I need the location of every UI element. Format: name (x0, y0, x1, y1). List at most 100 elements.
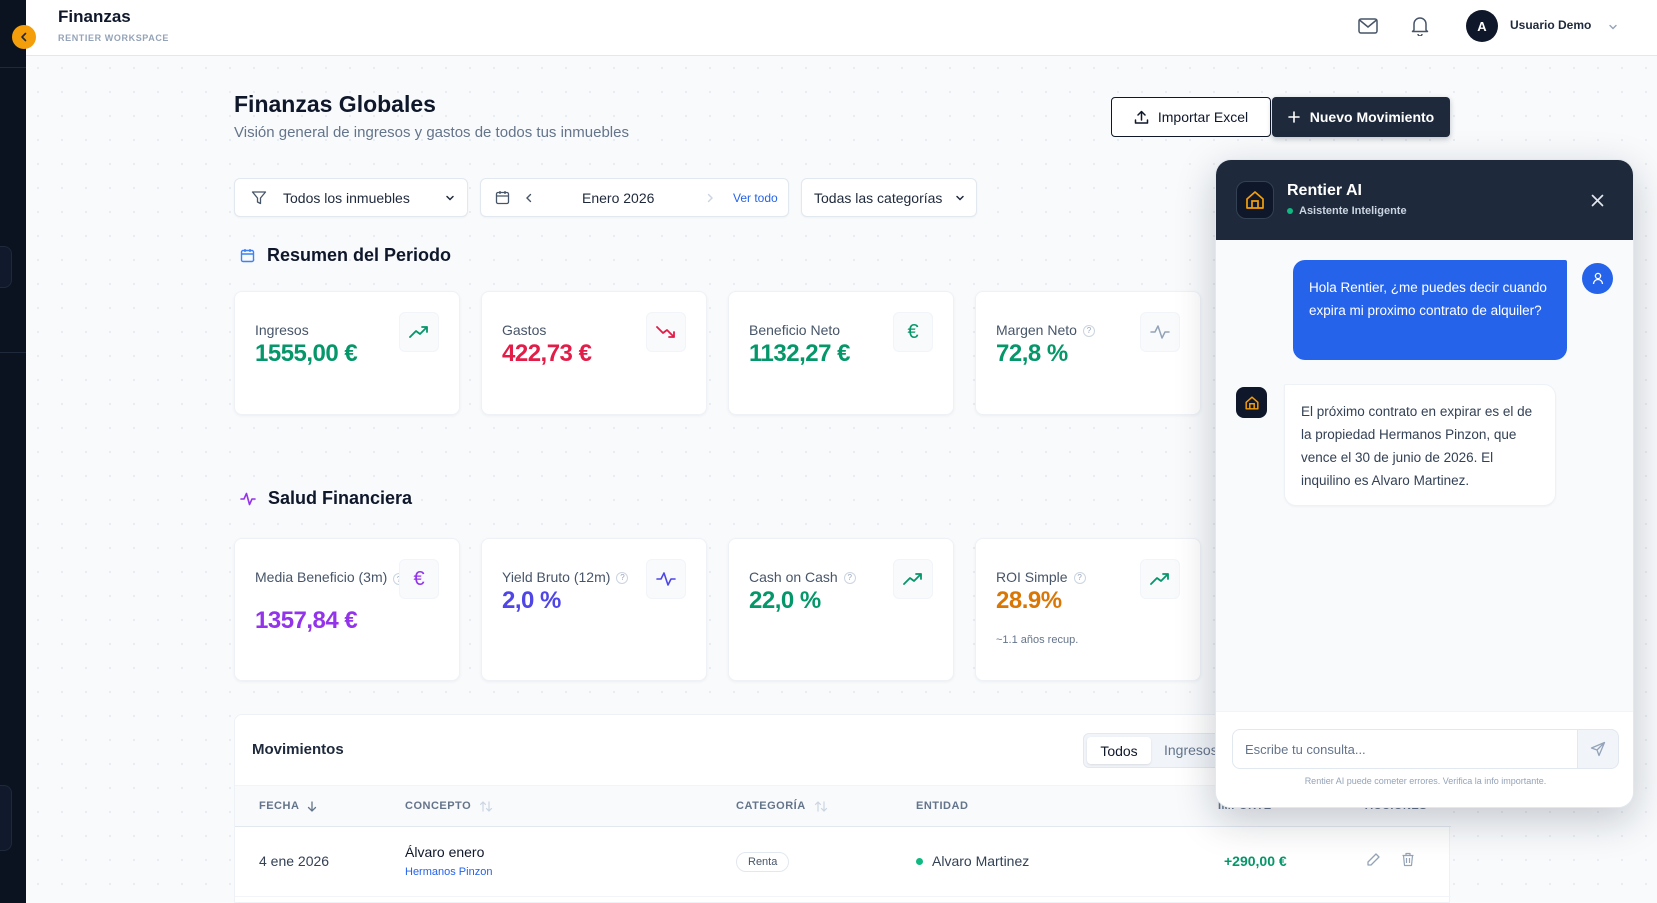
mail-button[interactable] (1356, 14, 1380, 38)
chevron-right-icon (707, 193, 713, 203)
avg-profit-card: Media Beneficio (3m) ? 1357,84 € € (234, 538, 460, 681)
card-label-text: ROI Simple (996, 569, 1068, 585)
notifications-button[interactable] (1408, 14, 1432, 38)
activity-icon (1150, 325, 1170, 339)
previous-month-button[interactable] (524, 193, 534, 203)
ai-chat-panel: Rentier AI Asistente Inteligente Hola Re… (1215, 159, 1634, 808)
row-property-link[interactable]: Hermanos Pinzon (405, 866, 493, 878)
next-month-button[interactable] (705, 193, 715, 203)
column-label: CONCEPTO (405, 800, 472, 812)
card-icon-box (646, 312, 686, 352)
activity-icon (656, 572, 676, 586)
card-icon-box (893, 559, 933, 599)
category-badge: Renta (736, 852, 790, 872)
delete-button[interactable] (1401, 852, 1415, 870)
help-icon[interactable]: ? (616, 572, 629, 584)
chevron-down-icon (446, 195, 454, 201)
chat-status-text: Asistente Inteligente (1299, 205, 1407, 217)
trending-down-icon (656, 326, 675, 338)
house-icon (1246, 191, 1264, 209)
column-entity: ENTIDAD (916, 800, 968, 812)
card-label: Beneficio Neto (749, 322, 841, 338)
row-entity: Alvaro Martinez (916, 853, 1029, 869)
card-icon-box (1140, 559, 1180, 599)
summary-title: Resumen del Periodo (267, 245, 452, 265)
filter-icon (251, 190, 267, 204)
card-label: ROI Simple? (996, 567, 1086, 587)
net-profit-card: Beneficio Neto 1132,27 € € (728, 291, 954, 415)
card-value: 22,0 % (749, 587, 821, 614)
card-label-text: Yield Bruto (12m) (502, 569, 611, 585)
mail-icon (1358, 18, 1378, 34)
health-section-header: Salud Financiera (240, 488, 412, 509)
new-movement-button[interactable]: Nuevo Movimiento (1272, 97, 1450, 137)
calendar-icon (240, 249, 255, 263)
chat-messages: Hola Rentier, ¿me puedes decir cuando ex… (1216, 240, 1633, 711)
tab-all[interactable]: Todos (1087, 737, 1151, 764)
chat-title: Rentier AI (1287, 182, 1362, 199)
activity-icon (240, 492, 256, 505)
house-icon (1244, 395, 1259, 410)
euro-icon: € (893, 312, 933, 352)
category-filter-value: Todas las categorías (814, 189, 943, 206)
trash-icon (1402, 852, 1414, 867)
gross-yield-card: Yield Bruto (12m)? 2,0 % (481, 538, 707, 681)
sidebar-item[interactable] (0, 246, 12, 288)
card-value: 1555,00 € (255, 340, 358, 367)
help-icon[interactable]: ? (843, 572, 856, 584)
card-value: 422,73 € (502, 340, 592, 367)
sort-icon (814, 800, 827, 812)
column-category[interactable]: CATEGORÍA (736, 800, 828, 812)
help-icon[interactable]: ? (1082, 325, 1095, 337)
sidebar-collapsed (0, 0, 26, 903)
month-filter: Enero 2026 Ver todo (480, 178, 789, 217)
user-name[interactable]: Usuario Demo (1510, 18, 1592, 32)
plus-icon (1287, 111, 1300, 123)
card-icon-box (646, 559, 686, 599)
import-excel-label: Importar Excel (1157, 109, 1249, 125)
avatar[interactable]: A (1466, 10, 1498, 42)
row-amount: +290,00 € (1224, 853, 1287, 869)
column-date[interactable]: FECHA (259, 800, 317, 812)
tab-income[interactable]: Ingresos (1164, 742, 1218, 758)
user-menu-toggle[interactable] (1608, 19, 1618, 37)
page-title: Finanzas Globales (234, 91, 436, 117)
send-icon (1590, 741, 1606, 757)
send-button[interactable] (1577, 729, 1619, 769)
property-filter[interactable]: Todos los inmuebles (234, 178, 468, 217)
edit-button[interactable] (1366, 852, 1381, 870)
card-label-text: Margen Neto (996, 322, 1077, 338)
column-concept[interactable]: CONCEPTO (405, 800, 493, 812)
bell-icon (1411, 17, 1429, 36)
new-movement-label: Nuevo Movimiento (1309, 109, 1435, 125)
sidebar-user-item[interactable] (0, 785, 12, 851)
expenses-card: Gastos 422,73 € (481, 291, 707, 415)
sidebar-divider (0, 352, 26, 353)
summary-section-header: Resumen del Periodo (240, 245, 451, 266)
status-dot (916, 858, 923, 865)
pencil-icon (1367, 853, 1380, 866)
topbar: Finanzas RENTIER WORKSPACE A Usuario Dem… (26, 0, 1657, 56)
chevron-left-icon (21, 32, 27, 42)
card-value: 72,8 % (996, 340, 1068, 367)
sidebar-divider (0, 67, 26, 68)
page-subtitle: Visión general de ingresos y gastos de t… (234, 124, 629, 141)
card-label-text: Cash on Cash (749, 569, 838, 585)
chat-input[interactable] (1232, 729, 1578, 769)
user-message: Hola Rentier, ¿me puedes decir cuando ex… (1293, 260, 1567, 360)
sidebar-collapse-button[interactable] (12, 25, 36, 49)
card-label: Ingresos (255, 322, 309, 338)
bot-message: El próximo contrato en expirar es el de … (1284, 384, 1556, 506)
import-excel-button[interactable]: Importar Excel (1111, 97, 1271, 137)
chat-close-button[interactable] (1585, 188, 1609, 212)
column-label: CATEGORÍA (736, 800, 806, 812)
help-icon[interactable]: ? (1073, 572, 1086, 584)
month-label: Enero 2026 (582, 189, 655, 206)
category-filter[interactable]: Todas las categorías (801, 178, 977, 217)
card-icon-box (1140, 312, 1180, 352)
calendar-icon (495, 191, 510, 205)
roi-card: ROI Simple? 28.9% ~1.1 años recup. (975, 538, 1201, 681)
view-all-link[interactable]: Ver todo (733, 190, 778, 205)
card-label: Media Beneficio (3m) (255, 569, 388, 585)
card-label: Yield Bruto (12m)? (502, 567, 629, 587)
